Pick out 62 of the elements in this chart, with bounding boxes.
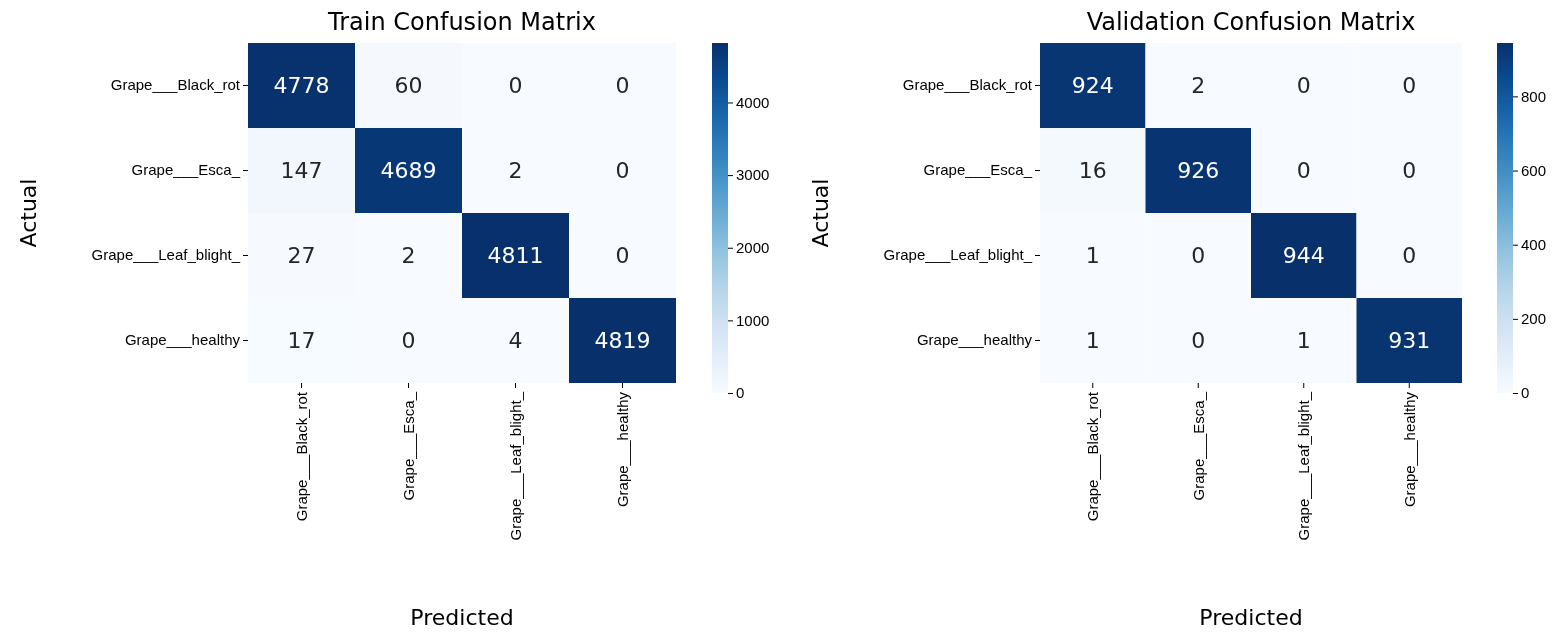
data-label: 0 (1296, 158, 1311, 184)
data-label: 0 (1191, 328, 1206, 354)
color-bar-label: 4000 (736, 93, 770, 111)
data-label: 17 (287, 328, 316, 354)
y-tick-label: Grape___healthy (124, 331, 241, 349)
data-label: 0 (401, 328, 416, 354)
x-axis-title: Predicted (410, 605, 514, 630)
data-label: 2 (401, 243, 416, 269)
data-label: 0 (1296, 73, 1311, 99)
data-label: 4689 (380, 158, 437, 184)
y-axis-title: Actual (16, 178, 41, 248)
y-tick-label: Grape___Leaf_blight_ (91, 246, 241, 264)
data-label: 944 (1282, 243, 1325, 269)
y-axis-title: Actual (808, 178, 833, 248)
color-bar-label: 200 (1521, 310, 1547, 328)
y-tick-label: Grape___Black_rot (902, 76, 1033, 94)
data-label: 27 (287, 243, 316, 269)
data-label: 931 (1388, 328, 1431, 354)
x-tick-label: Grape___Esca_ (399, 391, 417, 501)
data-label: 2 (1191, 73, 1206, 99)
y-tick-label: Grape___Leaf_blight_ (883, 246, 1033, 264)
data-label: 4811 (487, 243, 544, 269)
data-label: 0 (615, 73, 630, 99)
color-bar-label: 2000 (736, 239, 770, 257)
color-bar-label: 400 (1521, 235, 1547, 253)
color-bar-label: 0 (736, 384, 745, 402)
color-bar-label: 0 (1521, 384, 1530, 402)
color-bar-label: 3000 (736, 166, 770, 184)
data-label: 2 (508, 158, 523, 184)
data-label: 4819 (594, 328, 651, 354)
data-label: 60 (394, 73, 423, 99)
data-label: 0 (1402, 73, 1417, 99)
data-label: 0 (615, 243, 630, 269)
y-tick-label: Grape___Esca_ (923, 161, 1033, 179)
x-tick-label: Grape___healthy (1400, 391, 1418, 508)
data-label: 147 (280, 158, 323, 184)
data-label: 1 (1085, 328, 1100, 354)
data-label: 1 (1085, 243, 1100, 269)
x-tick-label: Grape___Leaf_blight_ (506, 391, 524, 541)
data-label: 0 (1402, 243, 1417, 269)
x-tick-label: Grape___Esca_ (1189, 391, 1207, 501)
data-label: 0 (1191, 243, 1206, 269)
data-label: 0 (1402, 158, 1417, 184)
x-axis-title: Predicted (1199, 605, 1303, 630)
x-tick-label: Grape___healthy (613, 391, 631, 508)
chart-title: Validation Confusion Matrix (1086, 8, 1416, 36)
data-label: 0 (508, 73, 523, 99)
color-bar-label: 1000 (736, 311, 770, 329)
y-tick-label: Grape___Black_rot (110, 76, 241, 94)
x-tick-label: Grape___Leaf_blight_ (1295, 391, 1312, 541)
data-label: 926 (1177, 158, 1220, 184)
data-label: 4 (508, 328, 523, 354)
chart-title: Train Confusion Matrix (327, 8, 596, 36)
color-bar-label: 800 (1521, 87, 1547, 105)
data-label: 1 (1296, 328, 1311, 354)
data-label: 924 (1071, 73, 1114, 99)
y-tick-label: Grape___Esca_ (131, 161, 241, 179)
data-label: 16 (1078, 158, 1107, 184)
data-label: 4778 (273, 73, 330, 99)
y-tick-label: Grape___healthy (916, 331, 1033, 349)
color-bar-label: 600 (1521, 161, 1547, 179)
data-label: 0 (615, 158, 630, 184)
